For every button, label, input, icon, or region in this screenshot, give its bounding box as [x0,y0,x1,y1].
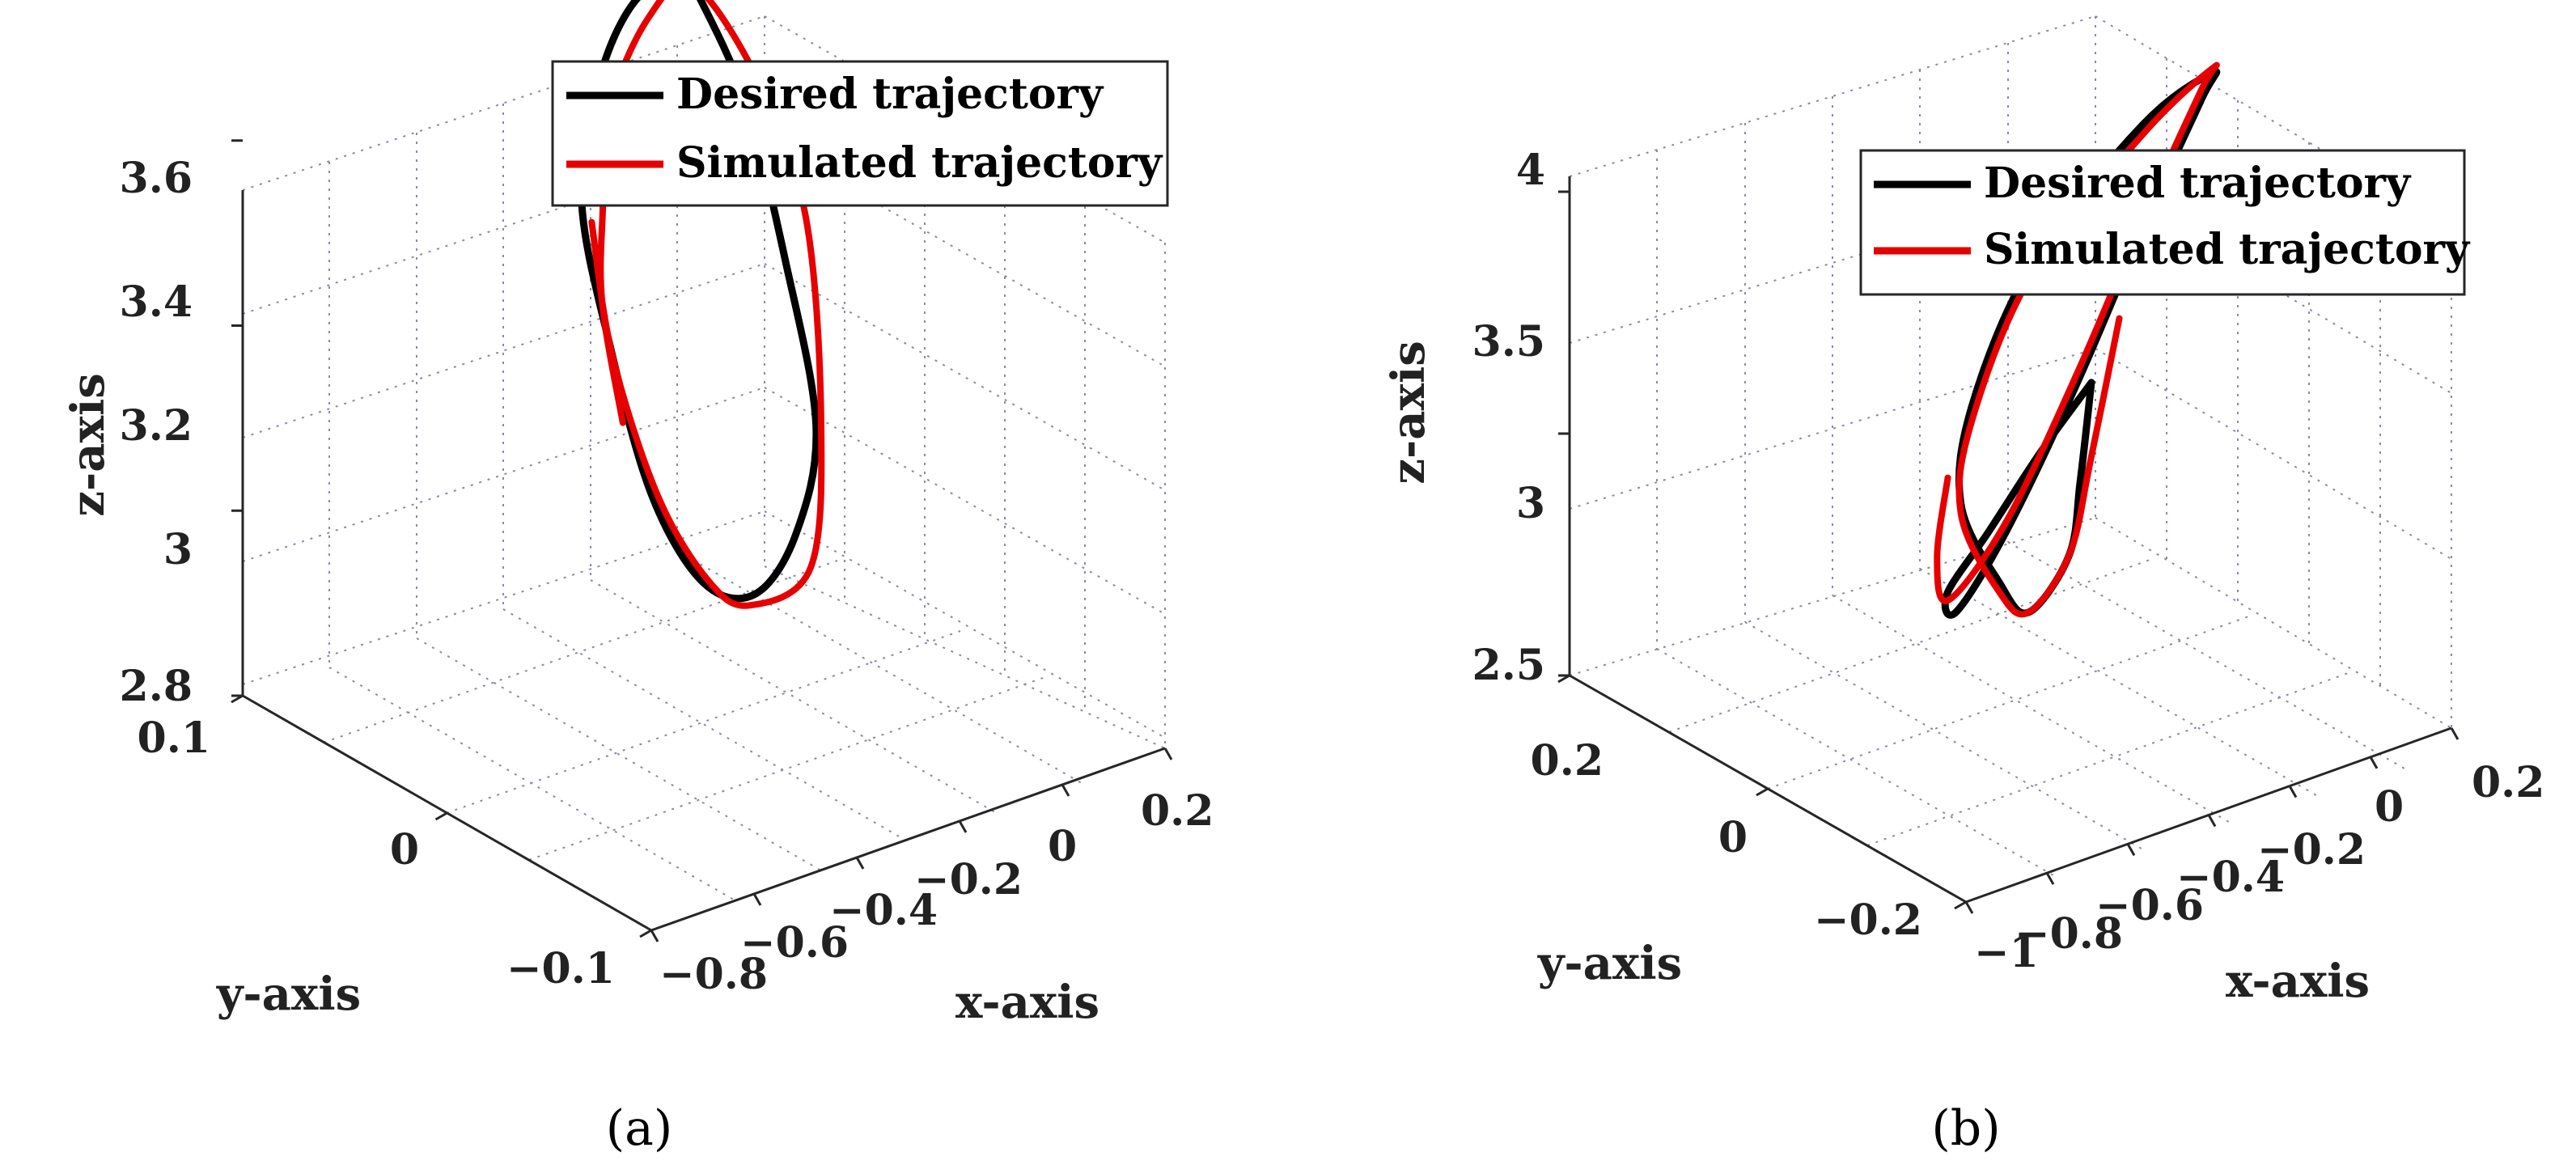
panel-a-legend-desired-label: Desired trajectory [676,70,1104,119]
panel-b-x-axis-label: x-axis [2226,955,2370,1008]
panel-b-simulated-trajectory-line [1934,61,2220,618]
panel-b-legend-desired-label: Desired trajectory [1984,159,2412,208]
panel-b-y-tick [1557,674,1570,684]
panel-b-x-tick-label: −1 [1974,928,2039,977]
panel-a-x-tick [752,893,762,906]
panel-a-z-tick-label: 3 [163,525,193,574]
panel-b-x-tick [2126,843,2136,857]
panel-b-x-tick [2045,872,2055,885]
panel-a-x-tick [855,857,865,870]
panel-a-legend: Desired trajectory Simulated trajectory [551,60,1169,207]
panel-b-3d-plot: 4 3.5 3 2.5 0.2 0 −0.2 −1 −0.8 −0.6 −0.4… [1382,15,2545,1157]
panel-a-x-axis-label: x-axis [955,976,1099,1029]
panel-a-z-tick-label: 3.4 [120,277,193,327]
panel-b-y-axis-label: y-axis [1537,937,1682,990]
panel-b-z-axis-label: z-axis [1382,341,1435,485]
panel-b-tick-labels: 4 3.5 3 2.5 0.2 0 −0.2 −1 −0.8 −0.6 −0.4… [1472,146,2545,977]
panel-a-x-tick [1061,784,1070,797]
panel-b-label: (b) [1931,1100,2000,1157]
panel-a-tick-marks [231,139,1173,942]
panel-a-axis-labels: z-axis y-axis x-axis [61,373,1099,1029]
panel-a-x-axis-line [650,747,1166,932]
panel-a-x-tick [958,820,968,833]
panel-a-x-tick-label: −0.2 [914,855,1023,904]
panel-a-y-tick-label: 0 [390,825,419,874]
panel-b-x-tick-label: −0.2 [2257,825,2366,874]
panel-a-z-axis-label: z-axis [61,373,115,517]
panel-a-3d-plot: 3.6 3.4 3.2 3 2.8 0.1 0 −0.1 −0.8 −0.6 −… [61,0,1214,1157]
panel-b-y-tick-label: 0.2 [1531,736,1604,786]
panel-a-z-tick-label: 3.2 [120,401,193,451]
panel-b-y-tick [1756,787,1769,797]
panel-a-x-tick-label: 0 [1048,822,1077,871]
panel-b-legend-box [1859,149,2466,296]
panel-b-x-tick-label: −0.4 [2176,853,2285,902]
panel-b-x-tick-label: 0.2 [2472,758,2544,807]
panel-b-x-tick-label: −0.8 [2015,909,2123,959]
panel-b-z-tick-label: 4 [1516,146,1545,195]
panel-a-y-tick-label: −0.1 [506,944,615,993]
panel-a-z-tick-label: 2.8 [120,662,193,711]
panel-a-x-tick-label: −0.8 [659,950,768,999]
panel-b-axis-labels: z-axis y-axis x-axis [1382,341,2370,1008]
panel-a-axes [241,190,1166,932]
panel-a-y-tick [639,929,652,938]
panel-b-x-tick-label: 0 [2375,782,2404,832]
panel-a-legend-simulated-label: Simulated trajectory [676,138,1163,188]
panel-a-x-tick-label: −0.6 [740,918,849,968]
panel-b-z-tick-label: 3 [1516,479,1545,528]
panel-b-back-panes [1569,15,2452,903]
panel-a-y-axis-label: y-axis [216,968,361,1021]
panel-a-x-tick-label: 0.2 [1141,786,1214,836]
panel-a-y-tick-label: 0.1 [138,714,210,763]
panel-b-x-tick [2450,727,2459,740]
panel-b-y-tick [1954,900,1967,910]
panel-b-y-tick-label: −0.2 [1814,896,1922,945]
panel-b-x-tick [1964,901,1974,914]
panel-b-x-tick-label: −0.6 [2095,881,2204,930]
panel-b-x-tick [2369,756,2379,769]
panel-a-floor-grid [242,550,1166,931]
panel-a-y-tick [434,811,448,821]
panel-a-legend-box [551,60,1169,207]
panel-a-z-tick-label: 3.6 [120,154,193,203]
panel-a-x-tick [650,930,659,942]
panel-a-x-tick [1163,747,1173,760]
panel-b-back-left-grid [1569,15,2096,676]
panel-b-trajectories [1934,61,2221,619]
panel-b-x-tick [2207,814,2217,828]
panel-a-x-tick-label: −0.4 [829,886,938,935]
panel-a-y-tick [231,694,244,704]
panel-b-y-tick-label: 0 [1718,813,1748,862]
panel-b-z-tick-label: 2.5 [1472,641,1545,690]
panel-a-label: (a) [606,1100,673,1157]
panel-b-legend-simulated-label: Simulated trajectory [1984,225,2471,274]
panel-b-legend: Desired trajectory Simulated trajectory [1859,149,2471,296]
panel-b-z-tick-label: 3.5 [1472,317,1545,366]
panel-b-x-tick [2288,785,2298,798]
panel-a-tick-labels: 3.6 3.4 3.2 3 2.8 0.1 0 −0.1 −0.8 −0.6 −… [120,154,1214,999]
panel-b-tick-marks [1557,190,2459,914]
